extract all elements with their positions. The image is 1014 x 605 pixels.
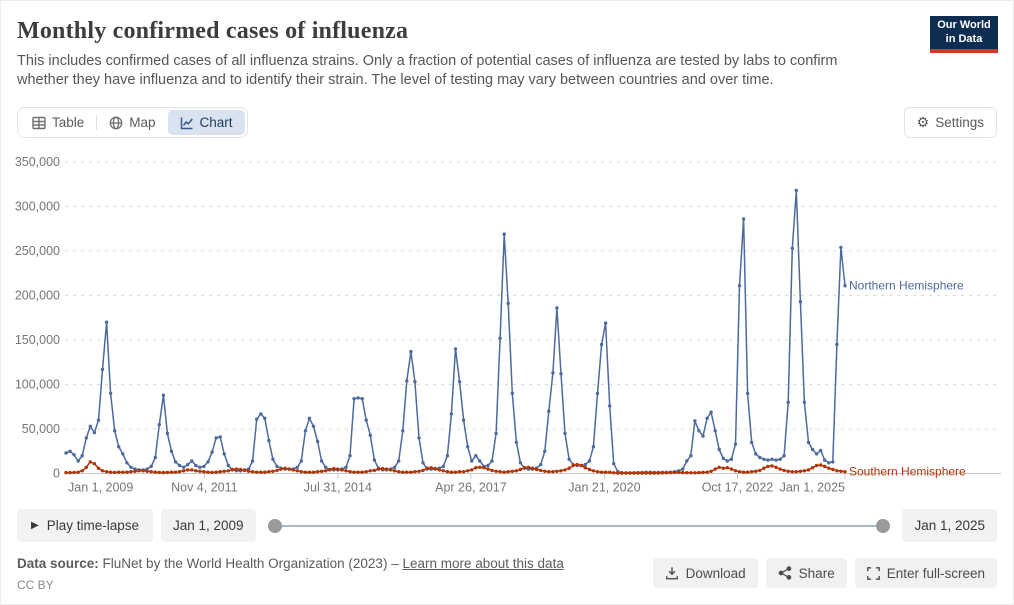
timeline-slider[interactable] <box>267 518 891 533</box>
action-buttons: Download Share Enter full-screen <box>652 558 997 588</box>
data-source-label: Data source: <box>17 556 99 571</box>
footer: Data source: FluNet by the World Health … <box>17 556 997 592</box>
slider-handle-start[interactable] <box>267 518 282 533</box>
svg-text:250,000: 250,000 <box>15 244 60 258</box>
owid-logo: Our World in Data <box>930 16 998 53</box>
line-chart-icon <box>180 116 194 130</box>
northern-hemisphere-label: Northern Hemisphere <box>849 279 964 293</box>
learn-more-link[interactable]: Learn more about this data <box>402 556 564 571</box>
svg-text:300,000: 300,000 <box>15 200 60 214</box>
play-timelapse-label: Play time-lapse <box>46 518 139 533</box>
gear-icon: ⚙ <box>916 114 930 130</box>
svg-text:350,000: 350,000 <box>15 155 60 169</box>
settings-button[interactable]: ⚙ Settings <box>903 107 997 138</box>
fullscreen-button[interactable]: Enter full-screen <box>854 558 997 588</box>
fullscreen-label: Enter full-screen <box>886 565 985 581</box>
series-southern-hemisphere[interactable]: Southern Hemisphere <box>64 460 966 479</box>
slider-handle-end[interactable] <box>876 518 891 533</box>
license-label: CC BY <box>17 578 54 592</box>
logo-line-1: Our World <box>937 19 991 32</box>
tab-chart[interactable]: Chart <box>167 110 245 135</box>
svg-text:150,000: 150,000 <box>15 333 60 347</box>
southern-hemisphere-label: Southern Hemisphere <box>849 465 966 479</box>
svg-text:100,000: 100,000 <box>15 378 60 392</box>
svg-text:Jul 31, 2014: Jul 31, 2014 <box>304 481 372 495</box>
play-icon: ▶ <box>31 520 39 531</box>
svg-text:Oct 17, 2022: Oct 17, 2022 <box>702 481 774 495</box>
series-northern-hemisphere[interactable]: Northern Hemisphere <box>64 188 964 475</box>
svg-text:Jan 1, 2025: Jan 1, 2025 <box>780 481 845 495</box>
northern-hemisphere-points <box>64 188 847 475</box>
logo-line-2: in Data <box>945 32 983 45</box>
slider-track[interactable] <box>274 524 884 527</box>
globe-icon <box>109 116 123 130</box>
timeline-start-date[interactable]: Jan 1, 2009 <box>161 509 256 542</box>
chart-subtitle: This includes confirmed cases of all inf… <box>17 53 838 89</box>
table-icon <box>32 116 46 130</box>
timeline-end-date[interactable]: Jan 1, 2025 <box>902 509 997 542</box>
tab-table-label: Table <box>52 115 85 130</box>
x-axis-labels: Jan 1, 2009 Nov 4, 2011 Jul 31, 2014 Apr 26… <box>68 474 846 495</box>
play-timelapse-button[interactable]: ▶ Play time-lapse <box>17 509 153 542</box>
southern-hemisphere-points <box>64 460 847 475</box>
data-source-line: Data source: FluNet by the World Health … <box>17 556 564 571</box>
tab-divider <box>96 115 98 130</box>
southern-hemisphere-line[interactable] <box>66 461 846 474</box>
settings-label: Settings <box>935 115 984 130</box>
svg-text:Nov 4, 2011: Nov 4, 2011 <box>171 481 238 495</box>
tab-table[interactable]: Table <box>20 110 96 135</box>
fullscreen-icon <box>866 566 880 580</box>
share-icon <box>778 566 792 580</box>
tab-chart-label: Chart <box>199 115 233 130</box>
timeline: ▶ Play time-lapse Jan 1, 2009 Jan 1, 202… <box>17 509 997 542</box>
download-button[interactable]: Download <box>652 558 758 588</box>
download-icon <box>665 566 679 580</box>
share-button[interactable]: Share <box>765 558 847 588</box>
svg-text:Jan 1, 2009: Jan 1, 2009 <box>68 481 133 495</box>
northern-hemisphere-line[interactable] <box>65 189 846 474</box>
svg-text:0: 0 <box>53 467 60 481</box>
svg-text:50,000: 50,000 <box>22 422 60 436</box>
data-source-text: FluNet by the World Health Organization … <box>102 556 399 571</box>
svg-text:Jan 21, 2020: Jan 21, 2020 <box>568 481 640 495</box>
view-tabs: Table Map Chart <box>17 107 248 138</box>
svg-text:Apr 26, 2017: Apr 26, 2017 <box>435 481 507 495</box>
tab-map-label: Map <box>129 115 156 130</box>
tab-map[interactable]: Map <box>97 110 167 135</box>
page-title: Monthly confirmed cases of influenza <box>17 18 409 44</box>
share-label: Share <box>798 565 835 581</box>
y-axis-labels: 0 50,000 100,000 150,000 200,000 250,000 300,0… <box>15 155 60 481</box>
download-label: Download <box>685 565 746 581</box>
svg-text:200,000: 200,000 <box>15 289 60 303</box>
y-gridlines <box>65 161 1001 474</box>
attribution-block: Data source: FluNet by the World Health … <box>17 556 564 592</box>
